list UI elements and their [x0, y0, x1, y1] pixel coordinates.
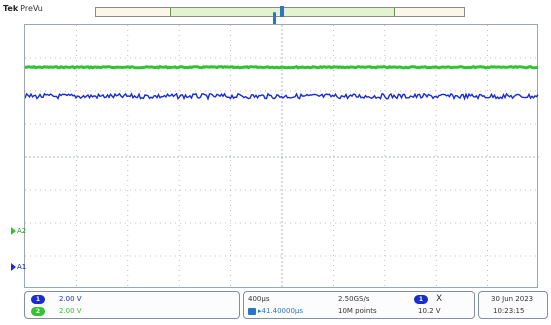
- channel-2-waveform: [25, 64, 539, 70]
- vertical-settings-panel[interactable]: 1 2.00 V 2 2.00 V: [24, 291, 240, 319]
- channel-2-marker-flag-icon: [11, 227, 16, 235]
- sample-rate: 2.50GS/s: [338, 295, 370, 303]
- channel-1-marker-flag-icon: [11, 263, 16, 271]
- delay-arrow-icon: ▸: [258, 307, 262, 315]
- trigger-stem: [273, 12, 276, 25]
- time: 10:23:15: [493, 307, 525, 315]
- status-bar: 1 2.00 V 2 2.00 V 400µs 2.50GS/s 1 X ▸ 4…: [24, 291, 548, 322]
- trigger-level: 10.2 V: [418, 307, 441, 315]
- date: 30 Jun 2023: [491, 295, 534, 303]
- channel-1-ground-marker[interactable]: A1: [11, 262, 26, 272]
- graticule: [25, 25, 539, 289]
- delay-icon: [248, 307, 256, 315]
- acquisition-mode: PreVu: [20, 4, 43, 13]
- graticule-lines: [25, 25, 539, 289]
- channel-2-scale: 2.00 V: [59, 307, 82, 315]
- trigger-position-indicator: [280, 6, 284, 17]
- trigger-source-badge[interactable]: 1: [414, 295, 428, 304]
- channel-2-marker-label: A2: [17, 227, 27, 235]
- waveform-display[interactable]: [24, 24, 539, 289]
- channel-2-ground-marker[interactable]: A2: [11, 226, 26, 236]
- record-length: 10M points: [338, 307, 377, 315]
- datetime-panel: 30 Jun 2023 10:23:15: [478, 291, 548, 319]
- channel-2-badge[interactable]: 2: [31, 307, 45, 316]
- channel-1-badge[interactable]: 1: [31, 295, 45, 304]
- trigger-coupling: X: [436, 294, 443, 304]
- channel-1-waveform: [25, 92, 539, 101]
- horizontal-delay: ▸ 41.40000µs: [248, 307, 303, 315]
- channel-1-scale: 2.00 V: [59, 295, 82, 303]
- record-overview-bar[interactable]: [95, 6, 465, 17]
- brand-name: Tek: [3, 4, 19, 13]
- channel-1-marker-label: A1: [17, 263, 27, 271]
- brand-logo: Tek PreVu: [3, 2, 43, 16]
- delay-value: 41.40000µs: [261, 307, 304, 315]
- timebase: 400µs: [248, 295, 270, 303]
- horizontal-settings-panel[interactable]: 400µs 2.50GS/s 1 X ▸ 41.40000µs 10M poin…: [243, 291, 475, 319]
